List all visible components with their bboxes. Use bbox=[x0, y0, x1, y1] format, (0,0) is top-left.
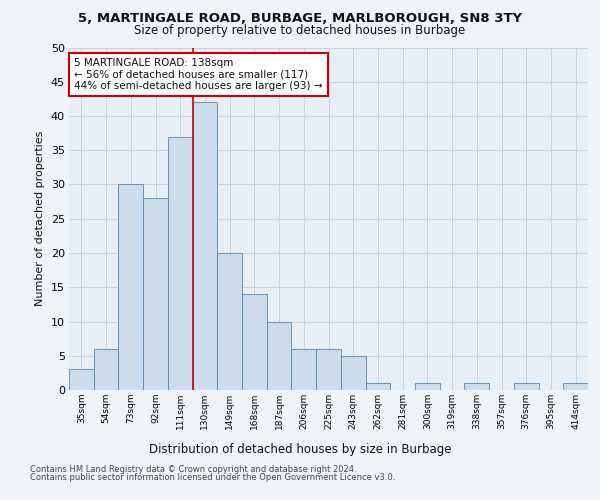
Bar bbox=[464, 383, 489, 390]
Bar bbox=[341, 356, 365, 390]
Bar bbox=[563, 383, 588, 390]
Bar bbox=[316, 349, 341, 390]
Bar bbox=[217, 253, 242, 390]
Text: Distribution of detached houses by size in Burbage: Distribution of detached houses by size … bbox=[149, 442, 451, 456]
Text: 5 MARTINGALE ROAD: 138sqm
← 56% of detached houses are smaller (117)
44% of semi: 5 MARTINGALE ROAD: 138sqm ← 56% of detac… bbox=[74, 58, 323, 91]
Bar bbox=[69, 370, 94, 390]
Bar bbox=[292, 349, 316, 390]
Bar bbox=[193, 102, 217, 390]
Bar bbox=[143, 198, 168, 390]
Bar bbox=[118, 184, 143, 390]
Text: Size of property relative to detached houses in Burbage: Size of property relative to detached ho… bbox=[134, 24, 466, 37]
Bar bbox=[514, 383, 539, 390]
Bar bbox=[415, 383, 440, 390]
Text: 5, MARTINGALE ROAD, BURBAGE, MARLBOROUGH, SN8 3TY: 5, MARTINGALE ROAD, BURBAGE, MARLBOROUGH… bbox=[78, 12, 522, 26]
Bar bbox=[168, 136, 193, 390]
Bar bbox=[365, 383, 390, 390]
Text: Contains HM Land Registry data © Crown copyright and database right 2024.: Contains HM Land Registry data © Crown c… bbox=[30, 465, 356, 474]
Text: Contains public sector information licensed under the Open Government Licence v3: Contains public sector information licen… bbox=[30, 472, 395, 482]
Bar bbox=[94, 349, 118, 390]
Bar bbox=[242, 294, 267, 390]
Bar bbox=[267, 322, 292, 390]
Y-axis label: Number of detached properties: Number of detached properties bbox=[35, 131, 45, 306]
